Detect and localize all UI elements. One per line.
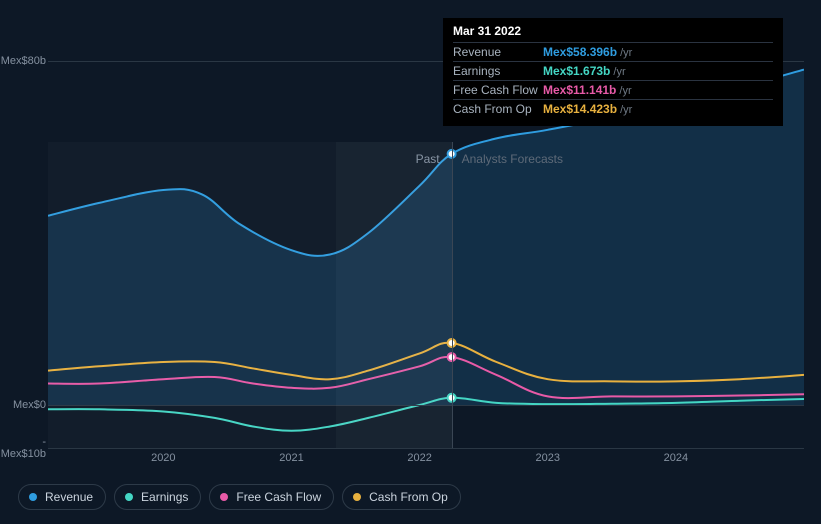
tooltip-row-value: Mex$11.141b/yr [543,81,773,100]
legend: Revenue Earnings Free Cash Flow Cash From O… [18,484,461,510]
x-axis-label: 2022 [407,452,431,464]
tooltip-row-label: Earnings [453,62,543,81]
legend-label: Cash From Op [369,490,448,504]
x-axis-label: 2020 [151,452,175,464]
legend-item-cfo[interactable]: Cash From Op [342,484,461,510]
tooltip-row-value: Mex$14.423b/yr [543,100,773,119]
legend-label: Revenue [45,490,93,504]
x-axis-label: 2021 [279,452,303,464]
legend-dot-icon [29,493,37,501]
y-axis-label: Mex$80b [1,55,46,67]
legend-label: Earnings [141,490,188,504]
cursor-line [452,142,453,448]
past-label: Past [416,152,440,166]
tooltip-row-label: Free Cash Flow [453,81,543,100]
tooltip-row-value: Mex$1.673b/yr [543,62,773,81]
y-axis-label: -Mex$10b [1,436,46,460]
tooltip-row-label: Revenue [453,43,543,62]
gridline [48,405,804,406]
y-axis-label: Mex$0 [13,399,46,411]
gridline [48,448,804,449]
legend-item-fcf[interactable]: Free Cash Flow [209,484,334,510]
forecast-label: Analysts Forecasts [462,152,563,166]
x-axis-label: 2023 [535,452,559,464]
legend-dot-icon [125,493,133,501]
legend-label: Free Cash Flow [236,490,321,504]
tooltip-date: Mar 31 2022 [453,24,773,42]
legend-dot-icon [353,493,361,501]
legend-item-revenue[interactable]: Revenue [18,484,106,510]
tooltip-row-label: Cash From Op [453,100,543,119]
tooltip: Mar 31 2022RevenueMex$58.396b/yrEarnings… [443,18,783,126]
legend-dot-icon [220,493,228,501]
tooltip-row-value: Mex$58.396b/yr [543,43,773,62]
x-axis-label: 2024 [664,452,688,464]
legend-item-earnings[interactable]: Earnings [114,484,201,510]
